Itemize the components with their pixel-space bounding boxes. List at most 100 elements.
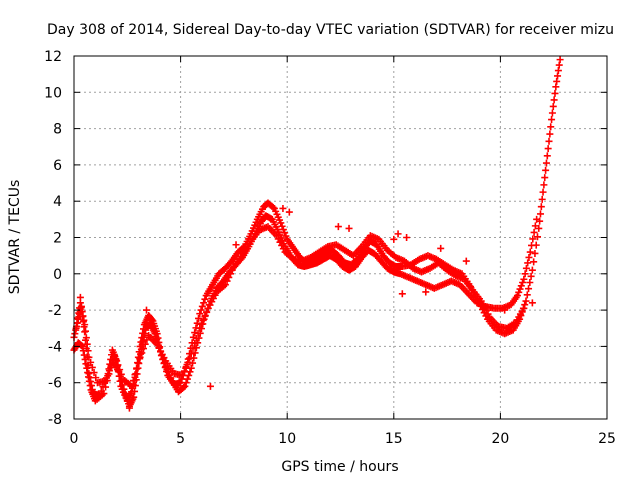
- x-tick-label: 0: [70, 431, 79, 447]
- data-point: [141, 340, 149, 348]
- data-point: [232, 241, 240, 249]
- data-point: [554, 72, 562, 80]
- data-point: [78, 308, 86, 316]
- data-point: [117, 370, 125, 378]
- data-point: [537, 203, 545, 211]
- data-point: [548, 109, 556, 117]
- data-point: [525, 285, 533, 293]
- data-point: [281, 229, 289, 237]
- chart-title: Day 308 of 2014, Sidereal Day-to-day VTE…: [47, 22, 614, 38]
- data-point: [520, 304, 528, 312]
- data-point: [228, 266, 236, 274]
- data-point: [282, 232, 290, 240]
- y-tick-label: 6: [53, 158, 62, 174]
- data-point: [90, 369, 98, 377]
- data-point: [187, 350, 195, 358]
- data-point: [88, 363, 96, 371]
- data-point: [200, 299, 208, 307]
- data-point: [86, 382, 94, 390]
- y-tick-label: -2: [48, 303, 62, 319]
- series-track-c: [72, 223, 528, 390]
- data-point: [515, 288, 523, 296]
- data-point: [531, 222, 539, 230]
- data-point: [548, 116, 556, 124]
- data-point: [107, 362, 115, 370]
- data-point: [75, 309, 83, 317]
- y-tick-label: -6: [48, 376, 62, 392]
- data-point: [542, 166, 550, 174]
- data-point: [533, 233, 541, 241]
- data-point: [185, 371, 193, 379]
- data-point: [526, 248, 534, 256]
- data-point: [81, 355, 89, 363]
- data-point: [197, 320, 205, 328]
- data-point: [120, 385, 128, 393]
- data-point: [141, 330, 149, 338]
- data-point: [129, 377, 137, 385]
- y-tick-label: -4: [48, 339, 62, 355]
- data-point: [114, 361, 122, 369]
- data-point: [80, 316, 88, 324]
- data-point: [533, 215, 541, 223]
- data-point: [131, 387, 139, 395]
- data-point: [345, 224, 353, 232]
- data-point: [462, 257, 470, 265]
- data-point: [201, 312, 209, 320]
- data-point: [226, 270, 234, 278]
- data-point: [203, 308, 211, 316]
- x-tick-label: 10: [278, 431, 296, 447]
- data-point: [142, 326, 150, 334]
- data-point: [437, 244, 445, 252]
- data-point: [184, 358, 192, 366]
- data-point: [84, 369, 92, 377]
- data-point: [102, 377, 110, 385]
- data-point: [134, 359, 142, 367]
- data-point: [82, 334, 90, 342]
- data-point: [523, 291, 531, 299]
- data-point: [197, 306, 205, 314]
- y-tick-label: -8: [48, 412, 62, 428]
- data-point: [111, 351, 119, 359]
- data-point: [191, 339, 199, 347]
- data-point: [221, 281, 229, 289]
- data-point: [77, 303, 85, 311]
- y-tick-label: 8: [53, 122, 62, 138]
- data-point: [520, 275, 528, 283]
- data-point: [545, 137, 553, 145]
- data-point: [102, 383, 110, 391]
- data-point: [530, 228, 538, 236]
- data-point: [79, 342, 87, 350]
- data-point: [403, 234, 411, 241]
- data-point: [543, 152, 551, 160]
- data-point: [538, 195, 546, 203]
- data-point: [501, 306, 509, 314]
- data-point: [553, 77, 561, 85]
- data-point: [528, 241, 536, 249]
- data-point: [138, 349, 146, 357]
- data-point: [279, 226, 287, 234]
- data-point: [516, 285, 524, 293]
- data-point: [105, 367, 113, 375]
- data-point: [81, 321, 89, 329]
- data-point: [84, 373, 92, 381]
- data-point: [279, 204, 287, 212]
- data-point: [394, 230, 402, 238]
- y-axis-label: SDTVAR / TECUs: [7, 180, 23, 295]
- data-point: [179, 371, 187, 379]
- data-point: [285, 208, 293, 216]
- data-point: [84, 347, 92, 355]
- data-point: [187, 364, 195, 372]
- axis-tick-labels: 0 5 10 15 20 25 -8 -6 -4 -2 0 2 4 6 8 10 12: [44, 49, 616, 447]
- data-point: [269, 203, 277, 211]
- data-point: [513, 292, 521, 300]
- y-tick-label: 2: [53, 231, 62, 247]
- data-point: [536, 210, 544, 218]
- data-point: [390, 235, 398, 243]
- data-point: [552, 83, 560, 91]
- data-point: [194, 329, 202, 337]
- data-point: [524, 259, 532, 267]
- data-point: [189, 345, 197, 353]
- data-point: [546, 130, 554, 138]
- data-point: [133, 365, 141, 373]
